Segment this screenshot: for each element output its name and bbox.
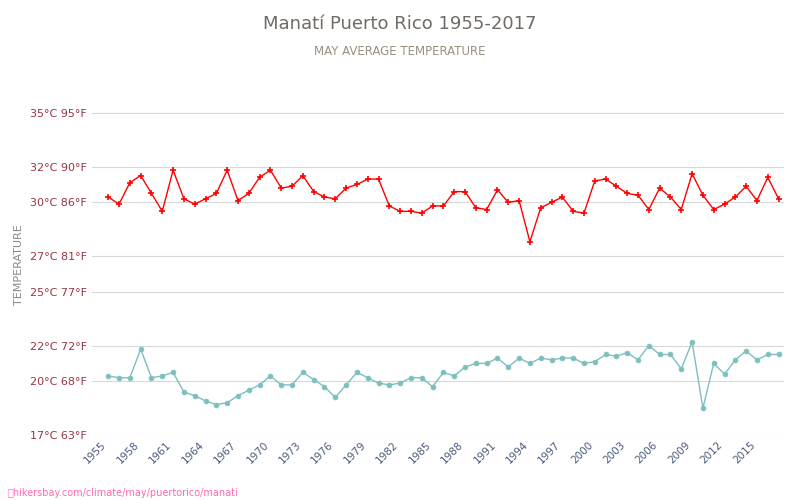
Text: Manatí Puerto Rico 1955-2017: Manatí Puerto Rico 1955-2017 (263, 15, 537, 33)
Text: MAY AVERAGE TEMPERATURE: MAY AVERAGE TEMPERATURE (314, 45, 486, 58)
Text: 📍hikersbay.com/climate/may/puertorico/manati: 📍hikersbay.com/climate/may/puertorico/ma… (8, 488, 238, 498)
Y-axis label: TEMPERATURE: TEMPERATURE (14, 224, 25, 306)
